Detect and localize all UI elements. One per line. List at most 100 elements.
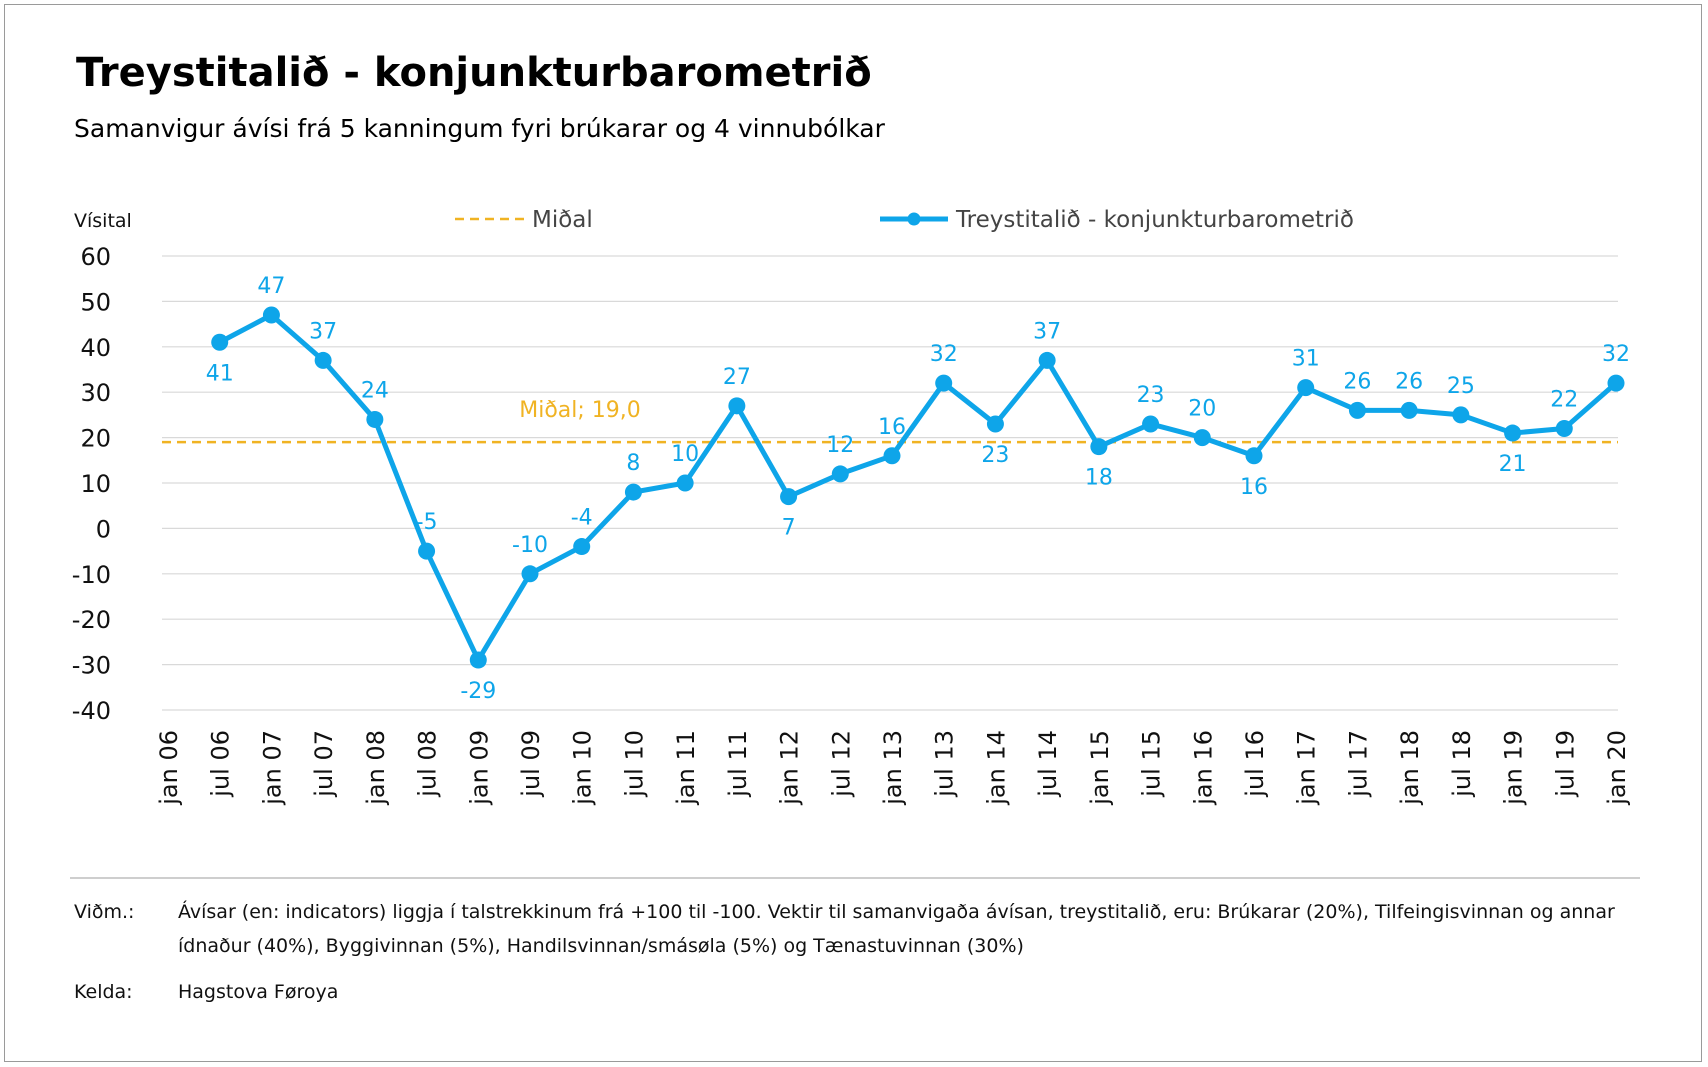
y-tick-label: 40 (80, 334, 111, 362)
data-label: 21 (1499, 452, 1527, 477)
y-tick-label: 50 (80, 288, 111, 316)
x-tick-label: jul 08 (414, 730, 442, 798)
data-label: 23 (1137, 383, 1165, 408)
data-label: 37 (309, 319, 337, 344)
x-tick-label: jul 09 (517, 730, 545, 798)
data-label: 18 (1085, 466, 1113, 491)
data-label: 12 (826, 433, 854, 458)
note-text: Ávísar (en: indicators) liggja í talstre… (178, 901, 1615, 957)
data-point (314, 351, 332, 369)
x-tick-label: jan 19 (1500, 730, 1528, 806)
x-tick-label: jan 18 (1396, 730, 1424, 806)
y-tick-label: -30 (72, 652, 111, 680)
data-point (986, 415, 1004, 433)
data-label: 37 (1033, 319, 1061, 344)
data-point (366, 410, 384, 428)
y-tick-label: 20 (80, 425, 111, 453)
source-label: Kelda: (74, 981, 133, 1003)
data-point (624, 483, 642, 501)
x-tick-label: jul 11 (724, 730, 752, 798)
data-point (211, 333, 229, 351)
x-tick-label: jan 11 (672, 730, 700, 806)
data-point (780, 488, 798, 506)
y-axis-label: Vísital (74, 210, 132, 232)
data-label: 20 (1188, 397, 1216, 422)
x-tick-label: jan 20 (1603, 730, 1631, 806)
y-tick-label: -40 (72, 697, 111, 725)
x-tick-label: jan 14 (982, 730, 1010, 806)
data-point (1038, 351, 1056, 369)
x-tick-label: jul 07 (310, 730, 338, 798)
data-label: -29 (460, 679, 496, 704)
data-point (1400, 401, 1418, 419)
x-tick-label: jul 19 (1551, 730, 1579, 798)
data-point (469, 651, 487, 669)
y-tick-label: -10 (72, 561, 111, 589)
data-label: 16 (878, 415, 906, 440)
data-point (1297, 379, 1315, 397)
x-tick-label: jan 10 (569, 730, 597, 806)
data-label: 32 (1602, 342, 1630, 367)
data-point (1193, 429, 1211, 447)
data-label: 7 (782, 516, 796, 541)
data-point (1348, 401, 1366, 419)
data-label: 23 (981, 443, 1009, 468)
x-tick-label: jul 14 (1034, 730, 1062, 798)
data-point (1090, 438, 1108, 456)
y-tick-label: 0 (96, 515, 111, 543)
x-tick-label: jan 13 (879, 730, 907, 806)
data-point (831, 465, 849, 483)
x-tick-label: jan 09 (465, 730, 493, 806)
data-point (883, 447, 901, 465)
x-tick-label: jul 10 (620, 730, 648, 798)
data-point (262, 306, 280, 324)
x-tick-label: jul 15 (1138, 730, 1166, 798)
data-point (1555, 420, 1573, 438)
data-label: 26 (1343, 369, 1371, 394)
line-chart: 60 50 40 30 20 10 0 -10 -20 -30 -40 Vísital jan 06 ju… (70, 207, 1640, 879)
x-tick-label: jan 16 (1189, 730, 1217, 806)
legend-average-label: Miðal (532, 207, 593, 233)
data-point (1245, 447, 1263, 465)
data-label: 27 (723, 365, 751, 390)
data-label: 10 (671, 442, 699, 467)
data-point (676, 474, 694, 492)
y-tick-label: 30 (80, 379, 111, 407)
data-label: 25 (1447, 374, 1475, 399)
data-point (1142, 415, 1160, 433)
data-point (1607, 374, 1625, 392)
data-point (521, 565, 539, 583)
x-tick-label: jul 16 (1241, 730, 1269, 798)
y-tick-label: -20 (72, 606, 111, 634)
legend-series-label: Treystitalið - konjunkturbarometrið (955, 207, 1354, 233)
data-label: 31 (1292, 347, 1320, 372)
x-tick-label: jan 17 (1293, 730, 1321, 806)
data-label: 16 (1240, 475, 1268, 500)
data-label: 22 (1550, 388, 1578, 413)
data-label: 24 (361, 378, 389, 403)
data-point (418, 542, 436, 560)
x-tick-label: jul 13 (931, 730, 959, 798)
x-tick-label: jan 15 (1086, 730, 1114, 806)
note-label: Viðm.: (74, 901, 135, 923)
chart-subtitle: Samanvigur ávísi frá 5 kanningum fyri br… (74, 114, 885, 143)
data-label: 8 (626, 451, 640, 476)
x-tick-label: jul 06 (207, 730, 235, 798)
data-label: -4 (571, 506, 593, 531)
data-point (573, 538, 591, 556)
x-tick-label: jul 17 (1344, 730, 1372, 798)
legend-series-marker (907, 212, 921, 226)
series-line (217, 312, 1619, 663)
data-label: -5 (416, 510, 438, 535)
data-label: -10 (512, 533, 548, 558)
x-tick-label: jul 12 (827, 730, 855, 798)
data-point (935, 374, 953, 392)
x-tick-label: jan 12 (776, 730, 804, 806)
data-label: 26 (1395, 369, 1423, 394)
data-point (728, 397, 746, 415)
x-tick-label: jan 07 (258, 730, 286, 806)
chart-title: Treystitalið - konjunkturbarometrið (76, 50, 872, 96)
y-tick-label: 60 (80, 243, 111, 271)
data-label: 47 (257, 274, 285, 299)
data-point (1504, 424, 1522, 442)
